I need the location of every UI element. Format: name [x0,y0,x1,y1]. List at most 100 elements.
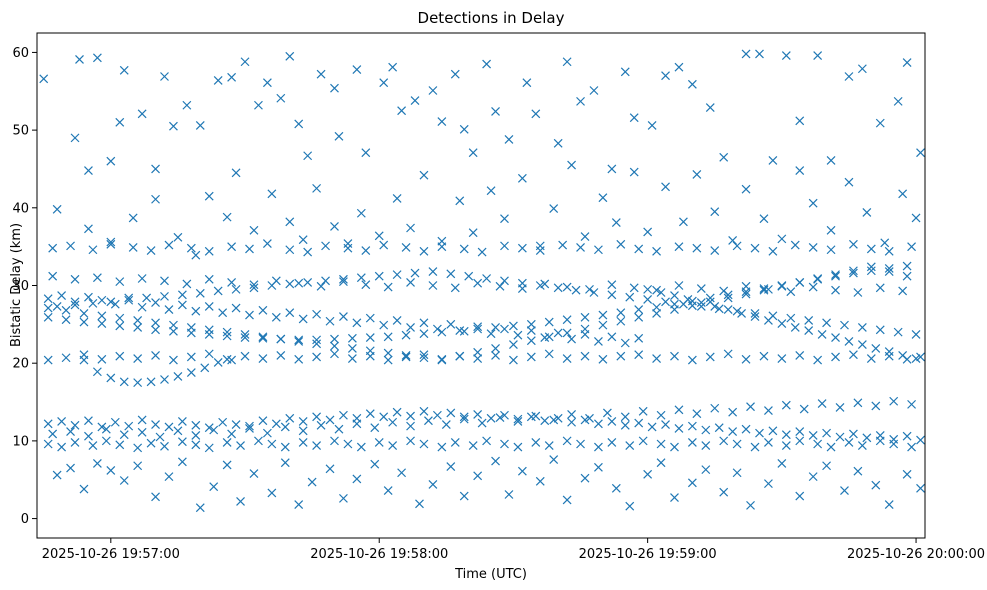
data-point [643,284,653,294]
data-point [151,164,160,174]
data-point [634,244,644,254]
data-point [312,441,322,450]
data-point [464,271,474,281]
data-point [374,438,384,447]
data-point [562,315,572,325]
data-point [43,303,53,313]
data-point [92,53,102,63]
data-point [151,318,160,328]
data-point [236,441,245,450]
data-point [240,333,250,342]
data-point [195,288,205,298]
data-point [916,483,925,493]
data-point [656,458,666,468]
data-point [406,223,415,233]
data-point [115,440,125,450]
y-tick-label: 40 [12,201,29,216]
data-point [902,271,912,281]
data-point [92,273,102,283]
data-point [209,425,219,435]
data-point [562,436,572,446]
data-point [160,72,169,81]
data-point [813,355,823,365]
data-point [831,352,840,362]
data-point [61,305,71,315]
data-point [70,300,80,310]
data-point [450,438,460,447]
data-point [227,72,237,82]
data-point [137,274,147,283]
data-point [356,442,366,452]
data-point [687,438,697,447]
data-point [388,417,398,427]
data-point [124,295,134,305]
data-point [191,440,201,450]
data-point [169,121,178,131]
data-point [553,328,563,338]
data-point [437,242,447,252]
data-point [468,228,478,238]
data-point [169,320,178,330]
data-point [285,245,295,255]
data-point [862,433,872,443]
data-point [177,290,187,300]
data-point [298,438,308,447]
data-point [473,347,483,357]
data-point [777,234,787,244]
data-point [330,83,339,93]
data-point [857,323,867,332]
data-point [52,302,62,311]
y-axis-ticks: 0 10 20 30 40 50 60 [12,46,37,527]
data-point [285,308,295,318]
data-point [222,331,232,341]
data-point [884,267,894,276]
data-point [48,243,58,253]
data-point [258,354,268,363]
data-point [741,281,751,291]
data-point [374,271,384,281]
data-point [204,349,214,359]
data-point [491,344,500,353]
data-point [638,406,648,416]
data-point [857,441,867,450]
data-point [652,302,662,312]
data-point [679,217,688,227]
data-point [598,320,608,330]
data-point [151,350,160,360]
data-point [365,333,375,342]
data-point [526,326,536,335]
data-point [495,281,505,291]
data-point [52,470,62,480]
data-point [790,240,800,250]
data-point [137,109,147,119]
x-axis-ticks: 2025-10-26 19:57:00 2025-10-26 19:58:00 20… [42,538,985,562]
data-point [133,316,143,325]
data-point [182,100,192,110]
data-point [911,213,921,223]
data-point [853,466,863,476]
data-point [674,242,684,252]
data-point [795,427,805,436]
data-markers [39,49,925,513]
data-point [813,439,823,449]
data-point [513,414,523,424]
data-point [799,404,809,414]
data-point [468,441,478,450]
data-point [907,242,917,252]
data-point [674,62,684,72]
data-point [862,208,872,217]
data-point [267,189,277,199]
data-point [544,441,554,450]
data-point [240,351,250,361]
data-point [911,330,921,339]
data-point [195,503,205,513]
data-point [79,317,89,327]
data-point [428,86,438,95]
data-point [889,439,899,449]
data-point [204,325,214,335]
data-point [616,316,626,326]
data-point [607,332,617,342]
data-point [459,412,469,422]
data-point [732,306,742,316]
data-point [419,406,429,416]
